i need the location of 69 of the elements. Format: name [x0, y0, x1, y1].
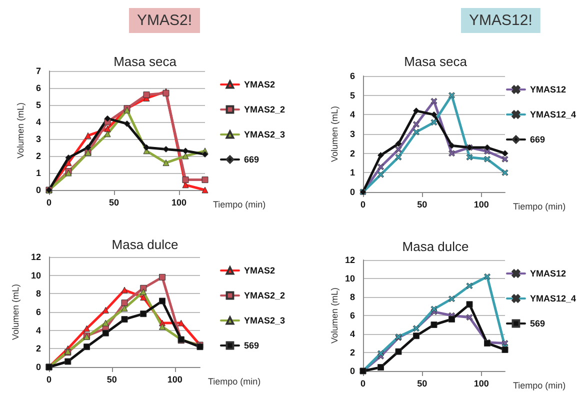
y-axis-title: Volumen (mL)	[330, 106, 340, 162]
chart-title: Masa seca	[114, 54, 178, 69]
y-tick-label: 6	[36, 307, 41, 317]
chart-title: Masa dulce	[402, 239, 469, 254]
x-tick-label: 100	[167, 374, 182, 384]
y-tick-label: 4	[350, 329, 355, 339]
y-tick-label: 0	[350, 366, 355, 376]
legend-label: YMAS2	[244, 266, 275, 276]
legend-label: 669	[244, 154, 260, 164]
y-axis-title: Volumen (mL)	[10, 284, 21, 340]
x-tick-label: 0	[360, 378, 366, 388]
x-axis-title: Tiempo (min)	[213, 200, 266, 210]
legend-label: YMAS2_3	[244, 130, 286, 140]
y-tick-label: 3	[36, 134, 41, 144]
x-tick-label: 50	[106, 374, 117, 384]
y-tick-label: 2	[36, 151, 41, 161]
legend-label: 569	[244, 340, 260, 350]
legend-label: YMAS12	[530, 268, 566, 278]
y-tick-label: 5	[350, 90, 355, 100]
x-axis-title: Tiempo (min)	[513, 202, 566, 212]
y-tick-label: 1	[36, 168, 41, 178]
y-tick-label: 0	[350, 187, 355, 197]
x-tick-label: 100	[171, 198, 187, 208]
x-tick-label: 50	[417, 200, 428, 210]
y-tick-label: 4	[36, 325, 41, 336]
y-tick-label: 12	[30, 252, 41, 262]
x-tick-label: 0	[46, 198, 52, 208]
x-tick-label: 100	[474, 200, 489, 210]
y-tick-label: 4	[350, 110, 355, 120]
y-tick-label: 8	[36, 288, 41, 299]
y-tick-label: 2	[350, 148, 355, 158]
x-tick-label: 0	[360, 200, 366, 210]
x-tick-label: 50	[417, 378, 428, 388]
y-tick-label: 6	[350, 310, 355, 320]
legend-label: YMAS12_4	[530, 294, 576, 304]
y-tick-label: 0	[36, 185, 41, 195]
x-axis-title: Tiempo (min)	[513, 380, 566, 390]
legend-label: 669	[530, 134, 546, 144]
y-tick-label: 8	[350, 292, 355, 302]
y-tick-label: 5	[36, 100, 41, 110]
x-tick-label: 0	[46, 374, 52, 384]
x-tick-label: 100	[474, 378, 489, 388]
y-tick-label: 6	[350, 71, 355, 81]
y-axis-title: Volumen (mL)	[330, 287, 340, 344]
y-tick-label: 0	[36, 362, 41, 372]
text: YMAS2!	[137, 12, 192, 29]
y-axis-title: Volumen (mL)	[16, 102, 26, 159]
legend-label: 569	[530, 318, 546, 328]
x-tick-label: 50	[108, 198, 120, 208]
x-axis-title: Tiempo (min)	[208, 376, 261, 386]
legend-label: YMAS2_3	[244, 316, 286, 326]
y-tick-label: 6	[36, 83, 41, 93]
y-tick-label: 7	[36, 66, 41, 76]
y-tick-label: 4	[36, 117, 41, 127]
y-tick-label: 1	[350, 168, 355, 178]
y-tick-label: 3	[350, 129, 355, 139]
y-tick-label: 10	[344, 274, 355, 284]
legend-label: YMAS12_4	[530, 110, 576, 120]
text: YMAS12!	[469, 12, 532, 29]
chart-title: Masa dulce	[112, 237, 178, 252]
legend-label: YMAS12	[530, 84, 566, 94]
y-tick-label: 10	[30, 270, 41, 280]
y-tick-label: 2	[36, 344, 41, 354]
legend-label: YMAS2	[244, 80, 275, 90]
legend-label: YMAS2_2	[244, 104, 286, 114]
chart-title: Masa seca	[404, 54, 468, 69]
y-tick-label: 12	[344, 255, 355, 265]
legend-label: YMAS2_2	[244, 290, 286, 300]
y-tick-label: 2	[350, 348, 355, 358]
